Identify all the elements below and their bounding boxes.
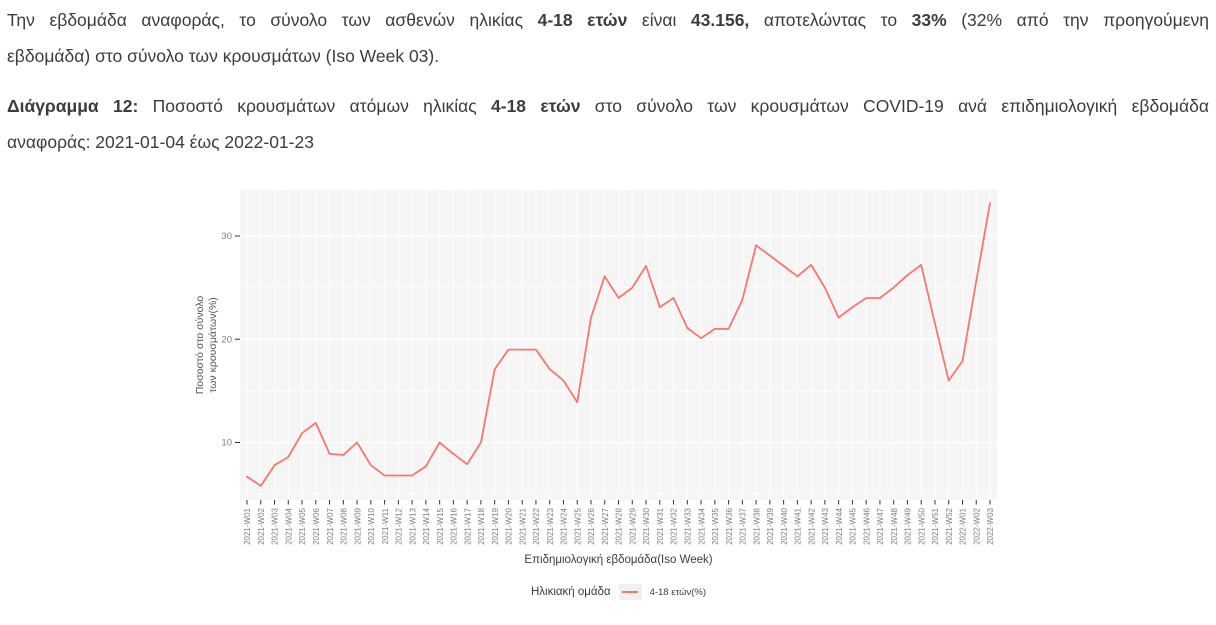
legend: Ηλικιακή ομάδα 4-18 ετών(%) — [240, 584, 997, 600]
svg-text:2021-W31: 2021-W31 — [656, 507, 665, 544]
svg-text:2021-W44: 2021-W44 — [835, 507, 844, 544]
emphasized-text: 43.156, — [690, 10, 750, 30]
figure-caption-paragraph: Διάγραμμα 12: Ποσοστό κρουσμάτων ατόμων … — [7, 88, 1209, 160]
summary-paragraph: Την εβδομάδα αναφοράς, το σύνολο των ασθ… — [7, 2, 1209, 74]
legend-title: Ηλικιακή ομάδα — [530, 586, 611, 598]
svg-text:2021-W50: 2021-W50 — [917, 507, 926, 544]
legend-key-line-swatch — [622, 590, 639, 594]
svg-text:2021-W06: 2021-W06 — [312, 507, 321, 544]
svg-text:2021-W28: 2021-W28 — [615, 507, 624, 544]
svg-text:2021-W38: 2021-W38 — [752, 507, 761, 544]
svg-text:2021-W04: 2021-W04 — [285, 507, 294, 544]
body-text: Την εβδομάδα αναφοράς, το σύνολο των ασθ… — [7, 10, 538, 30]
svg-text:2021-W26: 2021-W26 — [587, 507, 596, 544]
svg-text:2021-W40: 2021-W40 — [780, 507, 789, 544]
svg-text:2021-W42: 2021-W42 — [807, 507, 816, 544]
svg-text:2021-W07: 2021-W07 — [326, 507, 335, 544]
summary-paragraph-line-2: εβδομάδα) στο σύνολο των κρουσμάτων (Iso… — [7, 38, 1209, 74]
gridlines-major — [240, 235, 997, 444]
body-text: αποτελώντας το — [749, 10, 912, 30]
svg-text:2021-W43: 2021-W43 — [821, 507, 830, 544]
svg-text:30: 30 — [221, 231, 232, 242]
svg-text:2021-W08: 2021-W08 — [340, 507, 349, 544]
y-axis-title-line-2: των κρουσμάτων(%) — [207, 297, 219, 393]
svg-text:2021-W36: 2021-W36 — [725, 507, 734, 544]
svg-text:2022-W01: 2022-W01 — [959, 507, 968, 544]
svg-text:2021-W39: 2021-W39 — [766, 507, 775, 544]
svg-text:2021-W24: 2021-W24 — [560, 507, 569, 544]
svg-text:2021-W46: 2021-W46 — [862, 507, 871, 544]
svg-text:20: 20 — [221, 334, 232, 345]
body-text: (32% από την προηγούμενη — [946, 10, 1209, 30]
svg-text:10: 10 — [221, 438, 232, 449]
svg-text:2021-W22: 2021-W22 — [532, 507, 541, 544]
svg-text:2021-W37: 2021-W37 — [739, 507, 748, 544]
series-line — [246, 202, 991, 487]
summary-paragraph-line-1: Την εβδομάδα αναφοράς, το σύνολο των ασθ… — [7, 2, 1209, 38]
svg-text:2021-W30: 2021-W30 — [642, 507, 651, 544]
svg-text:2021-W25: 2021-W25 — [573, 507, 582, 544]
svg-text:2021-W27: 2021-W27 — [601, 507, 610, 544]
legend-key — [618, 584, 642, 600]
gridlines-vertical — [246, 190, 991, 500]
svg-text:2021-W05: 2021-W05 — [298, 507, 307, 544]
figure-caption-line-1: Διάγραμμα 12: Ποσοστό κρουσμάτων ατόμων … — [7, 88, 1209, 124]
svg-text:2021-W34: 2021-W34 — [697, 507, 706, 544]
svg-text:2021-W18: 2021-W18 — [477, 507, 486, 544]
emphasized-text: 4-18 ετών — [537, 10, 628, 30]
svg-text:2021-W14: 2021-W14 — [422, 507, 431, 544]
body-text: εβδομάδα) στο σύνολο των κρουσμάτων (Iso… — [7, 46, 440, 66]
svg-text:2021-W47: 2021-W47 — [876, 507, 885, 544]
svg-text:2021-W11: 2021-W11 — [381, 507, 390, 544]
body-text: αναφοράς: 2021-01-04 έως 2022-01-23 — [7, 132, 314, 152]
emphasized-text: Διάγραμμα 12: — [7, 96, 139, 116]
svg-text:2021-W01: 2021-W01 — [243, 507, 252, 544]
svg-text:2021-W03: 2021-W03 — [271, 507, 280, 544]
figure-caption-line-2: αναφοράς: 2021-01-04 έως 2022-01-23 — [7, 124, 1209, 160]
svg-text:2021-W35: 2021-W35 — [711, 507, 720, 544]
svg-text:2021-W13: 2021-W13 — [408, 507, 417, 544]
body-text: είναι — [627, 10, 691, 30]
svg-text:2022-W02: 2022-W02 — [972, 507, 981, 544]
svg-text:2021-W51: 2021-W51 — [931, 507, 940, 544]
svg-text:2021-W48: 2021-W48 — [890, 507, 899, 544]
x-axis-title: Επιδημιολογική εβδομάδα(Iso Week) — [524, 554, 713, 566]
svg-text:2021-W52: 2021-W52 — [945, 507, 954, 544]
x-axis-ticks — [246, 500, 991, 505]
svg-text:2021-W17: 2021-W17 — [463, 507, 472, 544]
emphasized-text: 4-18 ετών — [491, 96, 581, 116]
svg-text:2021-W32: 2021-W32 — [670, 507, 679, 544]
line-chart-figure: 10 20 30 2021-W01 2021-W02 2021-W03 2021-W04 20… — [180, 185, 1010, 624]
emphasized-text: 33% — [911, 10, 947, 30]
svg-text:2021-W29: 2021-W29 — [629, 507, 638, 544]
svg-text:2021-W20: 2021-W20 — [505, 507, 514, 544]
svg-text:2021-W09: 2021-W09 — [353, 507, 362, 544]
svg-text:2021-W02: 2021-W02 — [257, 507, 266, 544]
body-text: στο σύνολο των κρουσμάτων COVID-19 ανά ε… — [580, 96, 1209, 116]
x-axis-tick-labels: 2021-W01 2021-W02 2021-W03 2021-W04 2021-W05… — [243, 507, 995, 544]
svg-text:2022-W03: 2022-W03 — [986, 507, 995, 544]
y-axis-title: Ποσοστό στο σύνολο των κρουσμάτων(%) — [194, 296, 220, 394]
svg-text:2021-W10: 2021-W10 — [367, 507, 376, 544]
y-axis-tick-labels: 10 20 30 — [221, 231, 232, 449]
svg-text:2021-W49: 2021-W49 — [904, 507, 913, 544]
body-text: Ποσοστό κρουσμάτων ατόμων ηλικίας — [138, 96, 492, 116]
svg-text:2021-W16: 2021-W16 — [450, 507, 459, 544]
svg-text:2021-W23: 2021-W23 — [546, 507, 555, 544]
legend-series-label: 4-18 ετών(%) — [649, 586, 707, 598]
svg-text:2021-W21: 2021-W21 — [518, 507, 527, 544]
svg-text:2021-W12: 2021-W12 — [395, 507, 404, 544]
svg-text:2021-W33: 2021-W33 — [684, 507, 693, 544]
y-axis-title-line-1: Ποσοστό στο σύνολο — [194, 295, 206, 395]
y-axis-ticks — [235, 235, 240, 443]
svg-text:2021-W15: 2021-W15 — [436, 507, 445, 544]
svg-text:2021-W45: 2021-W45 — [849, 507, 858, 544]
svg-text:2021-W19: 2021-W19 — [491, 507, 500, 544]
svg-text:2021-W41: 2021-W41 — [794, 507, 803, 544]
